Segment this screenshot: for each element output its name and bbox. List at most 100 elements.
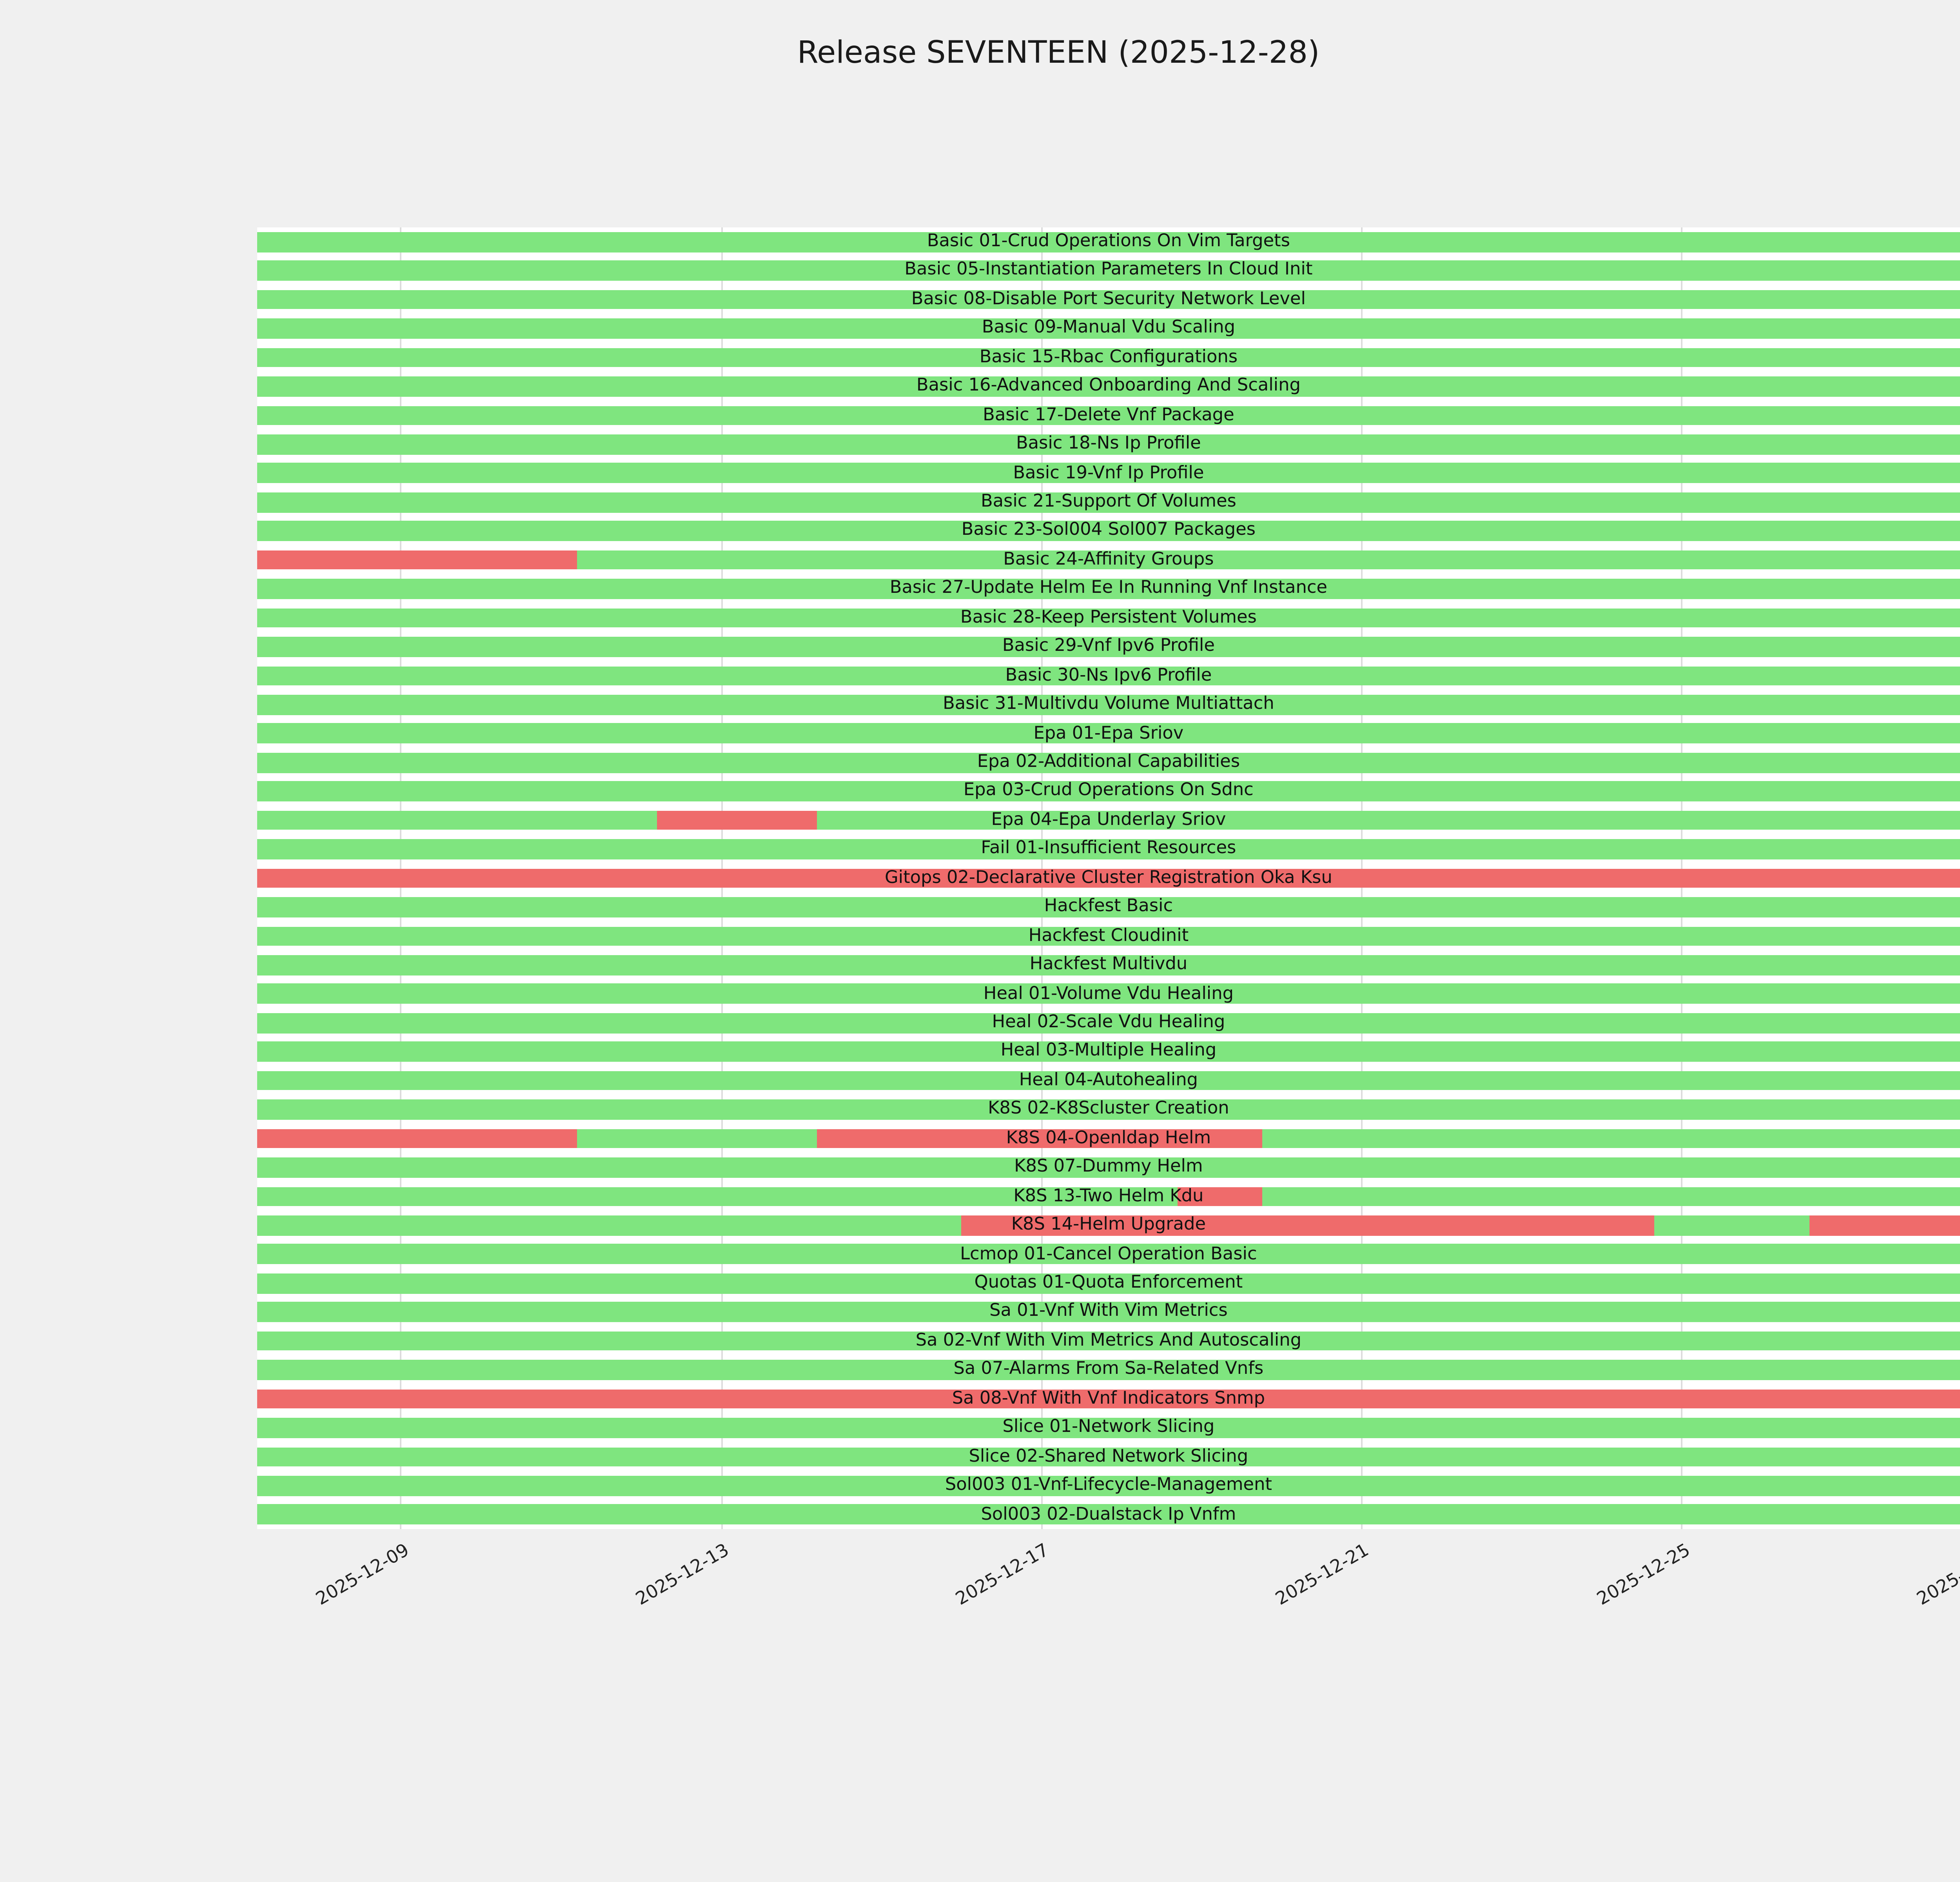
row-label: Basic 30-Ns Ipv6 Profile bbox=[1005, 664, 1212, 685]
row-label: Slice 02-Shared Network Slicing bbox=[969, 1445, 1249, 1466]
row-bar bbox=[257, 1128, 1960, 1149]
row-label: Sa 02-Vnf With Vim Metrics And Autoscali… bbox=[915, 1330, 1302, 1350]
row-label: Sa 01-Vnf With Vim Metrics bbox=[989, 1301, 1228, 1321]
row-bar bbox=[257, 1186, 1960, 1206]
row-label: Hackfest Basic bbox=[1044, 896, 1173, 916]
fail-segment bbox=[257, 1128, 577, 1149]
row-label: Basic 27-Update Helm Ee In Running Vnf I… bbox=[889, 578, 1327, 598]
row-label: K8S 13-Two Helm Kdu bbox=[1013, 1185, 1204, 1206]
row-bar bbox=[257, 1360, 1960, 1380]
row-bar bbox=[257, 1389, 1960, 1409]
row-bar bbox=[257, 1215, 1960, 1235]
row-label: Hackfest Multivdu bbox=[1029, 954, 1188, 974]
row-label: K8S 04-Openldap Helm bbox=[1006, 1127, 1211, 1148]
row-bar bbox=[257, 550, 1960, 570]
row-label: Basic 21-Support Of Volumes bbox=[980, 491, 1236, 511]
row-bar bbox=[257, 376, 1960, 396]
row-label: Epa 04-Epa Underlay Sriov bbox=[991, 809, 1226, 830]
row-bar bbox=[257, 1244, 1960, 1264]
row-label: Heal 03-Multiple Healing bbox=[1000, 1040, 1217, 1061]
row-bar bbox=[257, 1100, 1960, 1120]
row-label: Fail 01-Insufficient Resources bbox=[981, 838, 1236, 859]
row-label: Sol003 02-Dualstack Ip Vnfm bbox=[981, 1503, 1236, 1524]
x-tick-label: 2025-12-29 bbox=[1912, 1539, 1960, 1610]
row-bar bbox=[257, 955, 1960, 975]
row-bar bbox=[257, 290, 1960, 310]
row-label: Basic 09-Manual Vdu Scaling bbox=[982, 317, 1235, 338]
row-bar bbox=[257, 261, 1960, 281]
row-label: Basic 28-Keep Persistent Volumes bbox=[960, 607, 1257, 627]
row-label: Heal 02-Scale Vdu Healing bbox=[992, 1012, 1225, 1032]
row-label: Basic 01-Crud Operations On Vim Targets bbox=[927, 231, 1290, 251]
row-label: Basic 24-Affinity Groups bbox=[1003, 549, 1214, 569]
row-bar bbox=[257, 1418, 1960, 1438]
row-label: K8S 02-K8Scluster Creation bbox=[988, 1098, 1229, 1119]
chart-title: Release SEVENTEEN (2025-12-28) bbox=[797, 35, 1320, 71]
row-label: Quotas 01-Quota Enforcement bbox=[974, 1272, 1243, 1292]
fail-segment bbox=[1810, 1215, 1960, 1235]
fail-segment bbox=[962, 1215, 1654, 1235]
row-label: Epa 03-Crud Operations On Sdnc bbox=[963, 780, 1254, 801]
row-bar bbox=[257, 434, 1960, 454]
row-bar bbox=[257, 347, 1960, 368]
row-bar bbox=[257, 839, 1960, 859]
row-label: Epa 02-Additional Capabilities bbox=[977, 751, 1240, 772]
row-label: Sa 07-Alarms From Sa-Related Vnfs bbox=[953, 1359, 1264, 1379]
row-bar bbox=[257, 1273, 1960, 1293]
row-bar bbox=[257, 1447, 1960, 1467]
row-label: Sol003 01-Vnf-Lifecycle-Management bbox=[945, 1474, 1272, 1495]
fail-segment bbox=[257, 1389, 1960, 1409]
row-bar bbox=[257, 723, 1960, 744]
row-bar bbox=[257, 926, 1960, 946]
row-label: Basic 23-Sol004 Sol007 Packages bbox=[961, 520, 1256, 540]
row-label: K8S 14-Helm Upgrade bbox=[1011, 1214, 1206, 1235]
row-bar bbox=[257, 695, 1960, 715]
row-bar bbox=[257, 232, 1960, 252]
row-bar bbox=[257, 666, 1960, 686]
row-bar bbox=[257, 579, 1960, 599]
row-bar bbox=[257, 1042, 1960, 1062]
x-tick-label: 2025-12-25 bbox=[1592, 1539, 1693, 1610]
row-label: Basic 05-Instantiation Parameters In Clo… bbox=[904, 259, 1313, 280]
row-bar bbox=[257, 1071, 1960, 1091]
row-label: Slice 01-Network Slicing bbox=[1002, 1416, 1215, 1437]
row-bar bbox=[257, 1302, 1960, 1322]
row-label: Heal 01-Volume Vdu Healing bbox=[983, 983, 1234, 1003]
row-label: Basic 08-Disable Port Security Network L… bbox=[911, 288, 1306, 309]
row-label: Epa 01-Epa Sriov bbox=[1033, 722, 1184, 743]
row-label: Sa 08-Vnf With Vnf Indicators Snmp bbox=[952, 1388, 1265, 1408]
row-bar bbox=[257, 752, 1960, 773]
row-label: Hackfest Cloudinit bbox=[1028, 925, 1189, 945]
x-tick-label: 2025-12-21 bbox=[1272, 1539, 1373, 1610]
row-bar bbox=[257, 1476, 1960, 1496]
row-bar bbox=[257, 463, 1960, 483]
row-label: Basic 31-Multivdu Volume Multiattach bbox=[943, 693, 1274, 714]
row-bar bbox=[257, 1504, 1960, 1525]
row-bar bbox=[257, 984, 1960, 1004]
row-bar bbox=[257, 637, 1960, 657]
fail-segment bbox=[657, 810, 818, 830]
x-tick-label: 2025-12-13 bbox=[632, 1539, 733, 1610]
row-bar bbox=[257, 868, 1960, 888]
row-label: K8S 07-Dummy Helm bbox=[1014, 1156, 1203, 1177]
row-bar bbox=[257, 319, 1960, 339]
row-label: Heal 04-Autohealing bbox=[1019, 1069, 1198, 1090]
row-label: Basic 18-Ns Ip Profile bbox=[1016, 433, 1201, 454]
fail-segment bbox=[257, 868, 1960, 888]
row-label: Basic 16-Advanced Onboarding And Scaling bbox=[916, 375, 1301, 396]
row-bar bbox=[257, 897, 1960, 917]
row-label: Basic 19-Vnf Ip Profile bbox=[1013, 462, 1204, 483]
x-tick-label: 2025-12-09 bbox=[311, 1539, 412, 1610]
x-tick-label: 2025-12-17 bbox=[951, 1539, 1053, 1610]
row-bar bbox=[257, 1013, 1960, 1033]
row-bar bbox=[257, 608, 1960, 628]
row-bar bbox=[257, 810, 1960, 830]
row-label: Basic 15-Rbac Configurations bbox=[979, 346, 1238, 367]
row-bar bbox=[257, 1157, 1960, 1177]
row-bar bbox=[257, 1331, 1960, 1351]
row-bar bbox=[257, 781, 1960, 801]
fail-segment bbox=[257, 550, 577, 570]
row-bar bbox=[257, 405, 1960, 425]
fail-segment bbox=[1178, 1186, 1262, 1206]
row-label: Basic 29-Vnf Ipv6 Profile bbox=[1002, 635, 1215, 656]
